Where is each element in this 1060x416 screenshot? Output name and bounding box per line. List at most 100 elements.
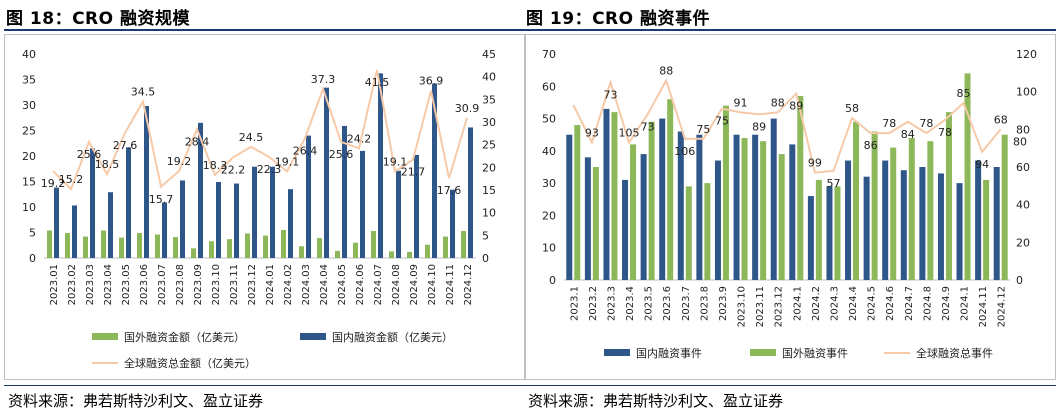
bar-series-a [770, 118, 777, 280]
x-tick-label: 2023.7 [681, 286, 692, 321]
bar-series-a [807, 196, 814, 280]
bar-series-a [317, 238, 322, 258]
bar-series-b [1001, 134, 1008, 280]
bar-series-b [288, 189, 293, 258]
x-tick-label: 2023.12 [774, 286, 785, 327]
y-tick-label: 20 [22, 150, 36, 163]
bar-series-b [983, 179, 990, 280]
bar-series-a [956, 183, 963, 280]
bar-series-b [834, 186, 841, 280]
data-label: 93 [585, 127, 599, 140]
y-tick-label: 10 [22, 201, 36, 214]
bar-series-b [611, 112, 618, 280]
bar-series-a [191, 248, 196, 258]
bar-series-a [425, 244, 430, 258]
bar-series-a [137, 233, 142, 258]
x-tick-label: 2024.11 [978, 286, 989, 327]
data-label: 21.7 [401, 166, 426, 179]
source-rule [4, 385, 526, 386]
x-tick-label: 2023.10 [737, 286, 748, 327]
bar-series-a [461, 230, 466, 258]
bar-series-a [603, 108, 610, 280]
data-label: 22.2 [221, 163, 246, 176]
bar-series-a [659, 118, 666, 280]
bar-series-a [622, 179, 629, 280]
data-label: 37.3 [311, 73, 336, 86]
bar-series-b [90, 148, 95, 258]
title-rule [4, 29, 526, 31]
data-label: 106 [674, 145, 695, 158]
y2-tick-label: 30 [482, 116, 496, 129]
bar-series-b [342, 125, 347, 258]
x-tick-label: 2023.07 [157, 264, 168, 305]
data-label: 99 [808, 157, 822, 170]
bar-series-b [198, 122, 203, 258]
bar-series-a [993, 167, 1000, 280]
total-line [52, 69, 468, 191]
data-label: 89 [789, 100, 803, 113]
bar-series-a [443, 236, 448, 258]
bar-series-b [72, 205, 77, 258]
bar-series-b [252, 166, 257, 258]
data-label: 19.1 [383, 155, 408, 168]
figure-title: 图 18：CRO 融资规模 [6, 9, 191, 29]
source-note: 资料来源：弗若斯特沙利文、盈立证券 [8, 392, 264, 410]
data-label: 88 [771, 96, 785, 109]
y-tick-label: 70 [542, 48, 556, 61]
bar-series-b [468, 127, 473, 258]
data-label: 89 [752, 120, 766, 133]
bar-series-a [882, 160, 889, 280]
x-tick-label: 2024.02 [283, 264, 294, 305]
right-figure-panel: 图 19：CRO 融资事件 0 10 20 30 40 50 60 70 0 20 40 60 80 10… [520, 0, 1060, 416]
x-tick-label: 2024.08 [391, 264, 402, 305]
bar-series-b [853, 121, 860, 280]
source-rule [524, 385, 1056, 386]
legend-swatch [750, 349, 776, 356]
y-tick-label: 15 [22, 176, 36, 189]
bar-series-b [162, 202, 167, 258]
bar-series-a [696, 134, 703, 280]
x-tick-label: 2024.3 [829, 286, 840, 321]
bar-series-a [155, 234, 160, 258]
x-tick-label: 2023.04 [103, 264, 114, 305]
y2-tick-label: 5 [482, 229, 489, 242]
bar-series-b [760, 141, 767, 280]
x-tick-label: 2024.7 [904, 286, 915, 321]
data-label: 36.9 [419, 75, 444, 88]
data-label: 18.3 [203, 159, 228, 172]
bar-series-a [245, 233, 250, 258]
x-tick-label: 2023.11 [229, 264, 240, 305]
y-tick-label: 60 [542, 80, 556, 93]
x-tick-label: 2024.6 [885, 286, 896, 321]
data-label: 91 [734, 96, 748, 109]
data-label: 19.2 [41, 177, 66, 190]
data-label: 75 [715, 115, 729, 128]
x-tick-label: 2024.09 [409, 264, 420, 305]
bar-series-b [741, 137, 748, 280]
x-tick-label: 2023.8 [699, 286, 710, 321]
bar-series-a [752, 134, 759, 280]
x-tick-label: 2023.9 [718, 286, 729, 321]
x-tick-label: 2023.1 [569, 286, 580, 321]
data-label: 84 [901, 128, 915, 141]
bar-series-a [209, 241, 214, 258]
x-tick-label: 2024.12 [997, 286, 1008, 327]
bar-series-a [299, 246, 304, 258]
y-tick-label: 50 [542, 113, 556, 126]
bar-series-b [126, 147, 131, 258]
data-label: 86 [864, 139, 878, 152]
data-label: 34.5 [131, 86, 156, 99]
bar-series-a [83, 236, 88, 258]
bar-series-b [108, 192, 113, 258]
bar-series-b [890, 147, 897, 280]
bar-series-a [677, 131, 684, 280]
data-label: 80 [1013, 135, 1027, 148]
y2-tick-label: 25 [482, 139, 496, 152]
bar-series-b [432, 83, 437, 258]
bar-series-b [685, 186, 692, 280]
legend-swatch [604, 349, 630, 356]
bar-series-b [871, 131, 878, 280]
data-label: 24.2 [347, 132, 372, 145]
x-tick-label: 2024.9 [941, 286, 952, 321]
